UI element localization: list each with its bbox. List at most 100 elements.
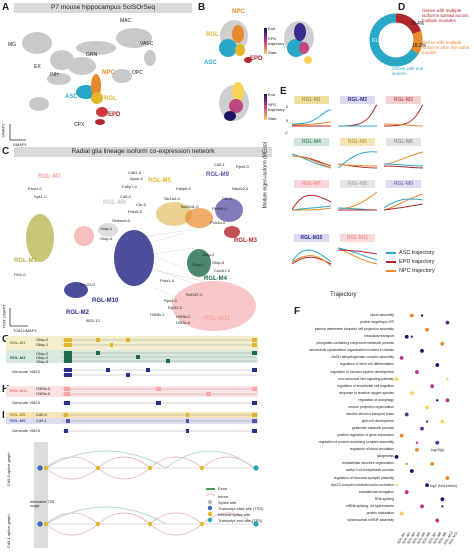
- e-plot-m8: RGL-M8: [337, 180, 378, 218]
- gene-gfap-0: Gfap-0: [100, 236, 113, 241]
- go-enrichment-dot: [420, 314, 424, 317]
- go-enrichment-dot: [409, 313, 414, 318]
- e-title-m9: RGL-M9: [386, 180, 421, 188]
- gene-cd9-0: Cd9-0: [120, 194, 131, 199]
- e-title-m8: RGL-M8: [340, 180, 375, 188]
- go-enrichment-dot: [404, 412, 409, 417]
- b-legend2-start: Start: [268, 116, 277, 121]
- gene-fabp5: Fabp5-0: [176, 186, 191, 191]
- go-enrichment-dot: [409, 469, 414, 473]
- e-legend-asc-swatch: [386, 252, 396, 254]
- cluster-rgl: RGL: [104, 96, 117, 102]
- e-plot-m1: RGL-M1: [291, 96, 332, 134]
- gene-h3f3b-1: H3f3b-1: [150, 312, 165, 317]
- go-enrichment-dot: [430, 384, 435, 389]
- cluster-vasc: VASC: [140, 41, 154, 47]
- h-iso-5: H3f3b-5: [36, 391, 51, 396]
- gene-fabp7: Fabp7-0: [122, 184, 137, 189]
- module-rgl-m10: RGL-M10: [92, 298, 119, 304]
- go-enrichment-dot: [435, 363, 440, 367]
- i-alt-tss: Alternative TSS usage: [30, 500, 55, 508]
- go-enrichment-dot: [425, 405, 429, 410]
- gene-dbl: Dbl-0: [222, 196, 232, 201]
- i-graph2-label: Cd9-1 splice graph: [6, 514, 11, 548]
- e-legend-npc-swatch: [386, 270, 396, 272]
- go-term-label: protein targeting to ER: [360, 320, 394, 325]
- gene-gfap-1: Gfap-1: [100, 226, 113, 231]
- b-label-epd: EPD: [250, 56, 263, 62]
- go-enrichment-dot: [420, 504, 424, 509]
- go-term-label: Arp2/3 complex-mediated actin nucleation: [330, 482, 394, 487]
- go-term-label: neuron projection organization: [348, 404, 394, 409]
- cluster-inh: INH: [50, 72, 59, 78]
- panel-c-letter: C: [2, 146, 10, 157]
- e-title-m4: RGL-M4: [294, 138, 329, 146]
- cluster-epd: EPD: [108, 112, 121, 118]
- go-term-label: regulation of nervous system development: [330, 369, 394, 374]
- module-rgl-m6: RGL-M6: [103, 200, 126, 206]
- g-iso-gfap1: Gfap-1: [36, 342, 49, 347]
- go-enrichment-dot: [415, 370, 419, 374]
- go-enrichment-dot: [415, 441, 419, 444]
- i-legend-intron: Intron: [218, 494, 229, 499]
- g-iso-gfap3: Gfap-3: [36, 355, 49, 360]
- gene-h3f3b-0: H3f3b-0: [176, 320, 191, 325]
- go-enrichment-dot: [410, 335, 414, 338]
- b-legend1-start: Start: [268, 50, 277, 55]
- gene-apoe: Apoe-0: [130, 176, 143, 181]
- go-term-label: acetyl-CoA biosynthetic process: [345, 468, 394, 473]
- go-term-label: glial cell development: [361, 419, 394, 423]
- go-enrichment-dot: [445, 320, 450, 325]
- go-enrichment-dot: [440, 341, 445, 346]
- go-term-label: mRNA splicing, via spliceosome: [345, 503, 394, 508]
- e-legend-npc-label: NPC trajectory: [399, 268, 435, 274]
- d-label-same: Genes with multiple isoforms all in the …: [422, 40, 470, 55]
- e-legend-epd: EPD trajectory: [386, 259, 434, 265]
- go-enrichment-dot: [445, 476, 450, 480]
- module-rgl-m9: RGL-M9: [206, 172, 229, 178]
- e-title-m2: RGL-M2: [340, 96, 375, 104]
- go-term-label: response to reactive oxygen species: [339, 390, 394, 395]
- gene-rps9: Rps9-0: [236, 164, 249, 169]
- i-legend-tss: Transcript start site (TSS): [218, 506, 264, 511]
- b-legend1-end: End: [268, 26, 276, 31]
- e-title-m6: RGL-M6: [386, 138, 421, 146]
- g-iso-gfap5: Gfap-5: [36, 359, 49, 364]
- h-gencode: Gencode VM23: [12, 400, 40, 405]
- b-legend2-end: End: [268, 92, 276, 97]
- go-enrichment-dot: [404, 334, 409, 339]
- go-enrichment-dot: [420, 426, 424, 431]
- gene-ndufv2: Ndufv2-0: [232, 186, 249, 191]
- go-enrichment-dot: [425, 483, 429, 488]
- gene-cox4i1: Cox4i1-0: [214, 268, 231, 273]
- go-term-label: extracellular structure organization: [342, 461, 394, 466]
- cluster-mac: MAC: [120, 18, 132, 24]
- go-enrichment-dot: [420, 348, 424, 353]
- go-enrichment-dot: [425, 420, 429, 423]
- panel-e-ylabel: Module eigen-isoform (MEiso): [262, 141, 269, 209]
- gene-tsc22d1: Tsc22d1-0: [180, 204, 199, 209]
- go-term-label: translational elongation: [359, 489, 394, 494]
- panel-f-modules: RGL-M1 RGL-M2 RGL-M3 RGL-M4 RGL-M5 RGL-M6 RGL-…: [394, 524, 458, 554]
- b-label-npc: NPC: [232, 9, 245, 15]
- panel-a-title: P7 mouse hippocampus ScISOrSeq: [14, 3, 192, 13]
- go-term-label: regulation of neuronal synaptic plastici…: [333, 475, 394, 480]
- f-legend-fold: log2 (fold enrich): [430, 484, 457, 488]
- gene-syk1: Syk1-0: [34, 194, 47, 199]
- go-enrichment-dot: [435, 518, 440, 523]
- panel-a-ylabel: UMAP2: [0, 123, 6, 138]
- g-mod-m4: RGL-M4: [10, 355, 26, 360]
- go-enrichment-dot: [394, 454, 399, 459]
- h-mod-m11: RGL-M11: [10, 388, 28, 393]
- cluster-asc: ASC: [65, 94, 78, 100]
- panel-b-umaps: [219, 20, 314, 121]
- i-gencode: Gencode VM23: [12, 428, 40, 433]
- panel-g-letter: G: [2, 334, 10, 345]
- i-legend-internal: Internal splice site: [218, 512, 251, 517]
- e-title-m7: RGL-M7: [294, 180, 329, 188]
- b-legend1-traj2: trajectory: [268, 41, 285, 46]
- go-term-label: protein maturation: [366, 510, 394, 515]
- panel-c-xlabel: TOM UMAP1: [13, 328, 37, 333]
- go-term-label: regulation of protein-containing complex…: [318, 440, 394, 445]
- gene-slc1a3: Slc1a3-0: [164, 196, 180, 201]
